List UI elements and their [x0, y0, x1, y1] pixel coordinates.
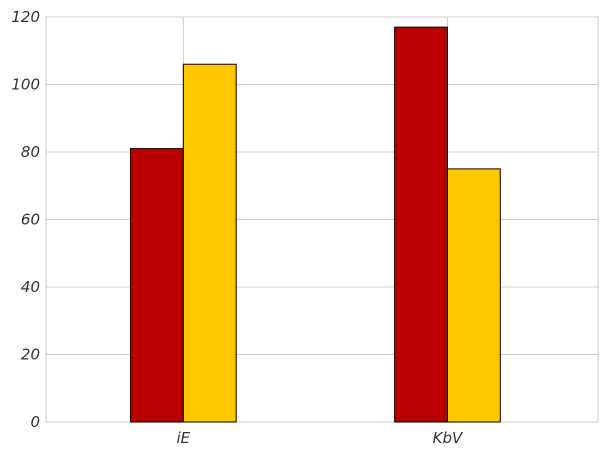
- y-tick-label: 40: [21, 278, 40, 296]
- x-axis-ticks: iE KbV: [177, 429, 464, 447]
- bar: [394, 26, 448, 423]
- y-axis-ticks: 0 20 40 60 80 100 120: [11, 8, 40, 431]
- x-tick-label: iE: [177, 429, 191, 447]
- y-tick-label: 100: [11, 76, 40, 94]
- y-tick-label: 120: [11, 8, 40, 26]
- y-tick-label: 20: [21, 346, 40, 364]
- y-tick-label: 80: [21, 143, 40, 161]
- y-tick-label: 0: [30, 413, 40, 431]
- bars: [130, 26, 501, 423]
- y-tick-label: 60: [21, 211, 40, 229]
- x-tick-label: KbV: [433, 429, 464, 447]
- bar: [130, 148, 184, 423]
- bar: [182, 63, 237, 423]
- bar: [446, 168, 501, 423]
